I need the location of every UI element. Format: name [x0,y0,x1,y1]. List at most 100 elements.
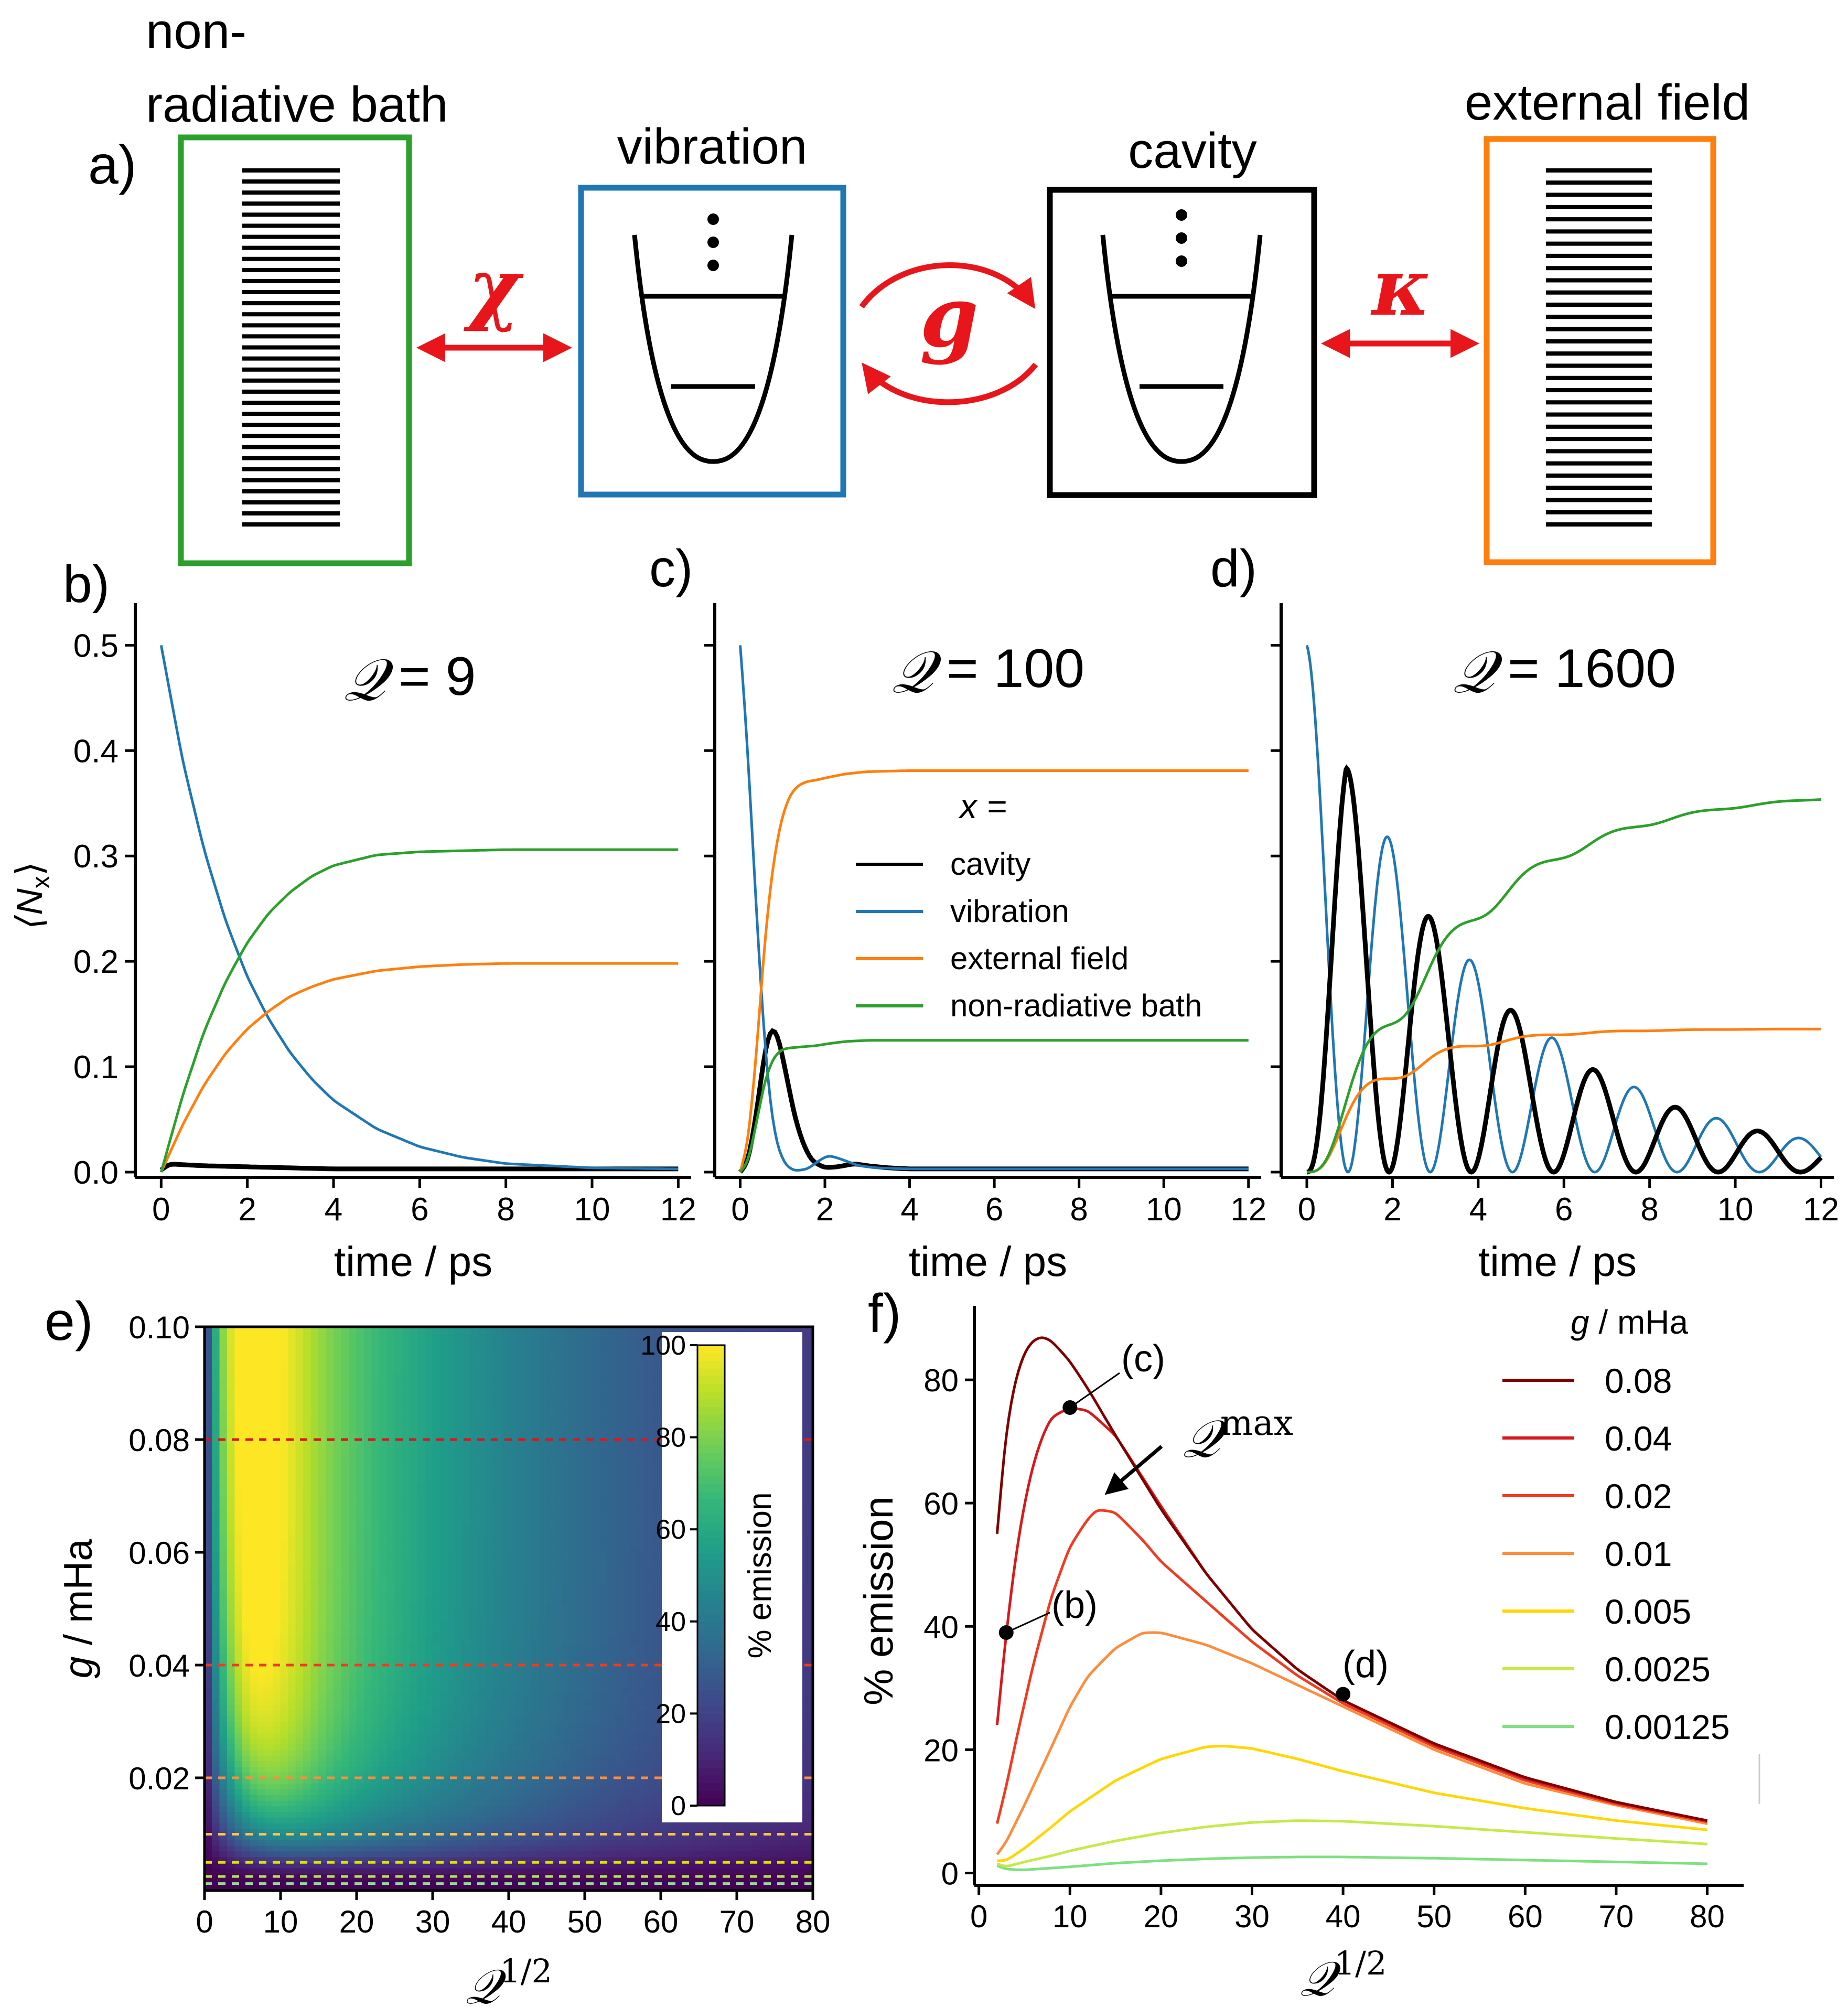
heatmap-cell [607,1766,616,1773]
heatmap-cell [356,1676,364,1682]
heatmap-cell [273,1552,281,1559]
heatmap-cell [486,1648,494,1655]
heatmap-cell [592,1710,600,1716]
heatmap-cell [394,1574,403,1581]
heatmap-cell [592,1834,600,1840]
heatmap-cell [273,1563,281,1570]
heatmap-cell [638,1665,646,1671]
heatmap-cell [653,1715,661,1722]
heatmap-cell [303,1614,311,1620]
heatmap-cell [577,1738,585,1745]
heatmap-cell [478,1693,486,1700]
heatmap-cell [234,1879,243,1885]
heatmap-cell [455,1569,464,1575]
heatmap-cell [622,1766,631,1773]
heatmap-cell [630,1659,638,1666]
heatmap-cell [797,1873,805,1880]
heatmap-cell [356,1586,364,1592]
heatmap-cell [531,1710,540,1716]
heatmap-cell [326,1828,334,1835]
heatmap-cell [310,1732,319,1739]
heatmap-cell [318,1834,327,1840]
heatmap-cell [386,1777,395,1784]
heatmap-cell [584,1777,593,1784]
heatmap-cell [470,1811,479,1818]
heatmap-cell [371,1845,380,1852]
heatmap-cell [638,1715,646,1722]
heatmap-cell [410,1693,418,1700]
heatmap-cell [516,1659,524,1666]
heatmap-cell [455,1862,464,1869]
heatmap-cell [508,1879,517,1885]
heatmap-cell [729,1879,737,1885]
heatmap-cell [402,1783,410,1790]
heatmap-cell [470,1614,479,1620]
heatmap-cell [539,1631,547,1637]
heatmap-cell [318,1580,327,1587]
heatmap-cell [234,1811,243,1818]
heatmap-cell [599,1569,608,1575]
heatmap-cell [805,1789,813,1795]
heatmap-cell [227,1834,235,1840]
heatmap-cell [318,1721,327,1727]
heatmap-cell [645,1817,653,1823]
heatmap-cell [310,1800,319,1807]
heatmap-cell [554,1710,562,1716]
heatmap-cell [615,1704,623,1711]
heatmap-cell [250,1586,258,1592]
heatmap-cell [599,1676,608,1682]
heatmap-cell [554,1580,562,1587]
heatmap-cell [219,1569,228,1575]
heatmap-cell [653,1845,661,1852]
heatmap-cell [638,1834,646,1840]
heatmap-cell [615,1670,623,1677]
heatmap-cell [599,1574,608,1581]
kappa-symbol: κ [1370,241,1431,334]
heatmap-cell [288,1659,296,1666]
heatmap-cell [531,1631,540,1637]
heatmap-cell [402,1625,410,1632]
heatmap-cell [334,1794,342,1801]
heatmap-cell [250,1873,258,1880]
heatmap-cell [379,1676,388,1682]
heatmap-cell [767,1884,775,1891]
heatmap-cell [638,1642,646,1649]
heatmap-cell [493,1868,501,1874]
heatmap-cell [219,1884,228,1891]
heatmap-cell [630,1681,638,1688]
heatmap-cell [310,1699,319,1705]
heatmap-cell [653,1687,661,1694]
heatmap-cell [531,1732,540,1739]
nonrad-bath-box [178,134,412,566]
heatmap-cell [607,1636,616,1643]
heatmap-cell [257,1699,266,1705]
heatmap-cell [554,1828,562,1835]
heatmap-cell [622,1726,631,1733]
heatmap-cell [615,1631,623,1637]
heatmap-cell [242,1586,251,1592]
heatmap-cell [227,1783,235,1790]
heatmap-cell [508,1670,517,1677]
heatmap-cell [721,1839,729,1846]
heatmap-cell [531,1726,540,1733]
heatmap-cell [562,1851,570,1858]
heatmap-cell [493,1761,501,1767]
heatmap-cell [447,1665,456,1671]
heatmap-cell [607,1710,616,1716]
heatmap-cell [227,1687,235,1694]
heatmap-cell [250,1659,258,1666]
heatmap-cell [729,1839,737,1846]
heatmap-cell [523,1681,532,1688]
heatmap-cell [699,1851,707,1858]
heatmap-cell [463,1828,471,1835]
heatmap-cell [402,1710,410,1716]
heatmap-cell [501,1738,509,1745]
heatmap-cell [326,1597,334,1604]
heatmap-cell [265,1726,273,1733]
heatmap-cell [486,1563,494,1570]
heatmap-cell [288,1563,296,1570]
heatmap-cell [219,1822,228,1829]
heatmap-cell [432,1828,440,1835]
heatmap-cell [295,1670,304,1677]
heatmap-cell [349,1563,357,1570]
